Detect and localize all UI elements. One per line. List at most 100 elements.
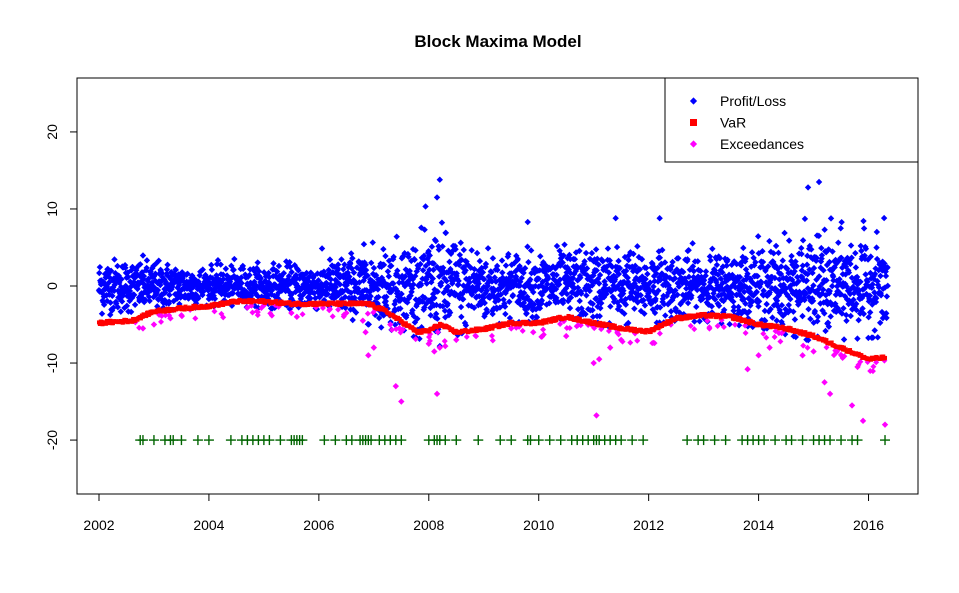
profit-loss-point (782, 285, 790, 292)
profit-loss-point (839, 264, 846, 271)
exceedance-point (704, 317, 711, 324)
profit-loss-point (801, 296, 808, 304)
profit-loss-point (819, 286, 827, 293)
profit-loss-point (804, 285, 812, 292)
profit-loss-point (720, 297, 727, 305)
profit-loss-point (837, 225, 844, 232)
profit-loss-point (836, 276, 843, 283)
profit-loss-point (667, 266, 674, 273)
x-tick-label: 2004 (193, 517, 224, 533)
profit-loss-point (466, 279, 473, 286)
profit-loss-point (774, 303, 782, 310)
exceedance-point (854, 363, 861, 371)
profit-loss-point (791, 316, 799, 323)
rug-mark (544, 435, 555, 446)
exceedance-point (463, 333, 470, 340)
profit-loss-point (569, 275, 577, 282)
profit-loss-point (352, 279, 359, 286)
exceedance-point (166, 312, 173, 319)
profit-loss-point (631, 276, 639, 284)
profit-loss-point (770, 302, 778, 309)
profit-loss-point (100, 301, 108, 308)
profit-loss-point (438, 279, 445, 286)
profit-loss-point (550, 271, 558, 278)
profit-loss-point (645, 296, 653, 304)
profit-loss-point (695, 274, 703, 281)
profit-loss-point (829, 248, 836, 255)
profit-loss-point (578, 290, 585, 297)
profit-loss-point (709, 245, 716, 253)
profit-loss-point (883, 314, 890, 322)
profit-loss-point (682, 278, 689, 285)
profit-loss-point (114, 262, 121, 270)
profit-loss-point (586, 287, 593, 295)
profit-loss-point (575, 306, 582, 313)
profit-loss-point (619, 290, 627, 297)
profit-loss-point (488, 278, 496, 285)
profit-loss-point (737, 292, 745, 300)
profit-loss-point (625, 319, 632, 327)
profit-loss-point (661, 259, 669, 266)
profit-loss-point (821, 226, 828, 233)
profit-loss-point (767, 305, 774, 313)
profit-loss-point (772, 242, 780, 250)
profit-loss-point (451, 242, 459, 250)
profit-loss-point (726, 320, 733, 328)
profit-loss-point (585, 283, 593, 291)
profit-loss-point (768, 273, 776, 281)
profit-loss-point (791, 263, 798, 271)
legend: Profit/Loss VaR Exceedances (664, 77, 919, 163)
exceedance-point (433, 390, 441, 398)
profit-loss-point (143, 257, 151, 264)
var-point (334, 302, 339, 307)
rug-mark (319, 435, 330, 446)
profit-loss-point (743, 276, 750, 283)
profit-loss-point (673, 308, 680, 315)
profit-loss-point (685, 273, 693, 281)
profit-loss-point (860, 310, 867, 318)
rug-mark (759, 435, 770, 446)
profit-loss-point (539, 278, 546, 286)
profit-loss-point (590, 272, 597, 279)
profit-loss-point (528, 302, 536, 310)
profit-loss-point (706, 294, 713, 301)
profit-loss-point (498, 257, 506, 264)
var-point (326, 302, 331, 307)
profit-loss-point (532, 265, 539, 273)
profit-loss-point (546, 299, 553, 307)
exceedance-point (848, 402, 856, 409)
rug-mark (137, 435, 148, 446)
profit-loss-point (578, 241, 586, 249)
profit-loss-point (815, 178, 823, 186)
profit-loss-point (154, 286, 162, 294)
profit-loss-point (804, 270, 811, 278)
profit-loss-point (168, 283, 176, 290)
exceedance-point (859, 417, 867, 425)
profit-loss-point (821, 310, 828, 317)
exceedance-point (211, 308, 218, 315)
profit-loss-point (865, 314, 872, 321)
profit-loss-point (140, 272, 148, 280)
profit-loss-point (510, 260, 518, 267)
profit-loss-point (789, 289, 796, 297)
profit-loss-point (419, 267, 427, 274)
profit-loss-point (114, 303, 122, 311)
profit-loss-point (681, 296, 688, 303)
profit-loss-point (836, 281, 843, 288)
profit-loss-point (755, 303, 762, 310)
exceedance-point (821, 379, 828, 386)
profit-loss-point (829, 273, 837, 280)
profit-loss-point (744, 270, 751, 277)
profit-loss-point (484, 245, 492, 252)
profit-loss-point (787, 295, 794, 303)
profit-loss-point (881, 284, 889, 291)
profit-loss-point (642, 275, 649, 283)
profit-loss-point (562, 285, 570, 292)
profit-loss-point (624, 278, 632, 286)
profit-loss-point (580, 260, 588, 268)
exceedance-point (387, 321, 394, 328)
profit-loss-point (624, 274, 631, 282)
profit-loss-point (725, 271, 733, 279)
profit-loss-point (868, 284, 876, 291)
